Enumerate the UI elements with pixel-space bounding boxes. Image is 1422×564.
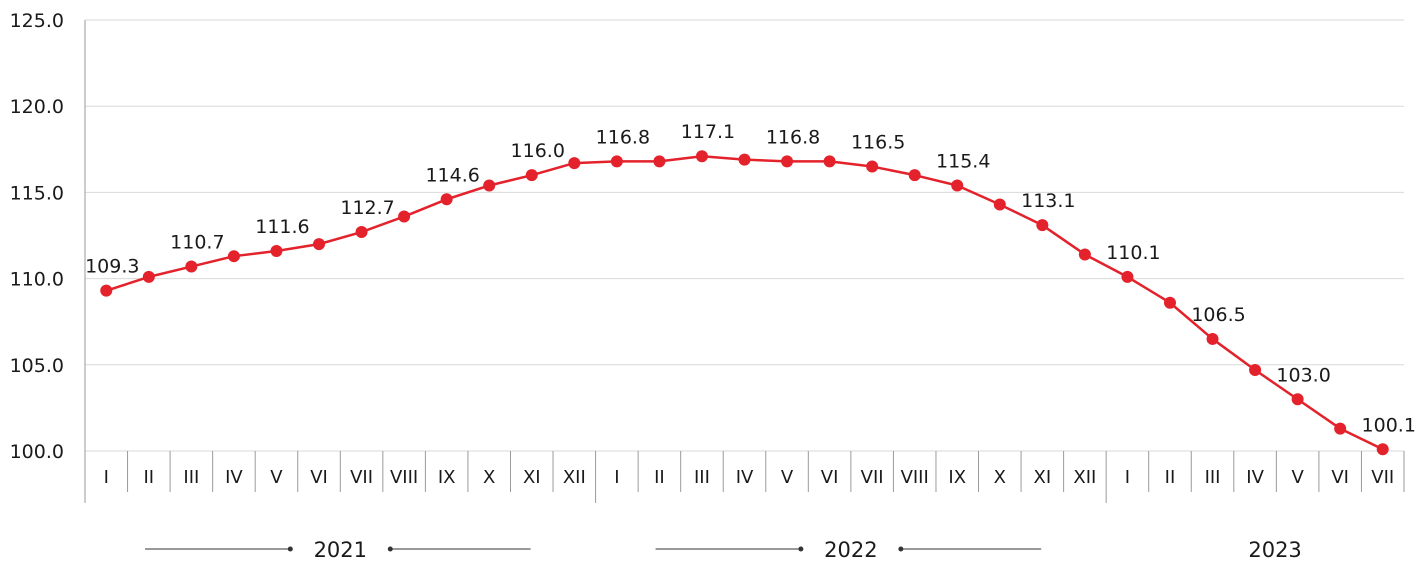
x-tick-label: III bbox=[183, 467, 199, 488]
data-point bbox=[227, 250, 240, 263]
data-point bbox=[100, 284, 113, 297]
data-point bbox=[653, 155, 666, 168]
data-point bbox=[1206, 332, 1219, 345]
x-tick-label: VI bbox=[1331, 467, 1349, 488]
gridlines bbox=[85, 19, 1404, 452]
data-point bbox=[525, 169, 538, 182]
x-tick-label: IV bbox=[736, 467, 754, 488]
data-label: 116.8 bbox=[596, 126, 650, 148]
y-tick-label: 110.0 bbox=[10, 269, 64, 291]
year-bracket-dot bbox=[287, 546, 293, 552]
x-tick-label: VII bbox=[350, 467, 373, 488]
data-label: 112.7 bbox=[340, 197, 394, 219]
data-point bbox=[270, 245, 283, 258]
x-tick-label: VII bbox=[861, 467, 884, 488]
x-tick-label: VIII bbox=[901, 467, 929, 488]
data-point bbox=[440, 193, 453, 206]
data-point bbox=[185, 260, 198, 273]
x-tick-label: I bbox=[1125, 467, 1130, 488]
y-tick-label: 115.0 bbox=[10, 182, 64, 204]
data-label: 116.0 bbox=[511, 140, 565, 162]
x-axis: I II III IV V VI VII VIII IX X XI XII I II III IV V VI VII… bbox=[104, 451, 1405, 503]
data-label: 100.1 bbox=[1362, 414, 1416, 436]
x-tick-label: XII bbox=[1073, 467, 1096, 488]
data-point bbox=[951, 179, 964, 192]
x-tick-label: X bbox=[994, 467, 1006, 488]
x-tick-label: V bbox=[270, 467, 283, 488]
year-label: 2023 bbox=[1248, 538, 1301, 562]
data-point bbox=[568, 157, 581, 170]
data-point bbox=[908, 169, 921, 182]
data-label: 113.1 bbox=[1021, 190, 1075, 212]
data-point bbox=[738, 153, 751, 166]
data-label: 110.7 bbox=[170, 232, 224, 254]
data-label: 106.5 bbox=[1191, 304, 1245, 326]
year-label: 2022 bbox=[824, 538, 877, 562]
x-tick-label: VII bbox=[1371, 467, 1394, 488]
data-point bbox=[355, 226, 368, 239]
data-point bbox=[1121, 270, 1134, 283]
data-point bbox=[695, 150, 708, 163]
data-point bbox=[1163, 296, 1176, 309]
data-point bbox=[398, 210, 411, 223]
year-bracket-dot bbox=[798, 546, 804, 552]
data-point bbox=[1078, 248, 1091, 261]
x-tick-label: X bbox=[483, 467, 495, 488]
x-tick-label: III bbox=[1205, 467, 1221, 488]
data-point bbox=[1036, 219, 1049, 232]
x-tick-label: IV bbox=[1246, 467, 1264, 488]
x-tick-label: V bbox=[1291, 467, 1304, 488]
series-line-path bbox=[105, 154, 1384, 451]
data-point bbox=[313, 238, 326, 251]
year-bracket-dot bbox=[387, 546, 393, 552]
data-point bbox=[142, 270, 155, 283]
data-labels: 109.3 110.7 111.6 112.7 114.6 116.0 116.8 117.1… bbox=[85, 121, 1416, 436]
data-label: 115.4 bbox=[936, 151, 990, 173]
year-labels: 2021 2022 2023 bbox=[145, 538, 1302, 562]
y-tick-label: 105.0 bbox=[10, 355, 64, 377]
x-tick-label: IV bbox=[225, 467, 243, 488]
data-label: 111.6 bbox=[255, 216, 309, 238]
x-tick-label: I bbox=[614, 467, 619, 488]
data-point bbox=[610, 155, 623, 168]
x-tick-label: VIII bbox=[390, 467, 418, 488]
x-tick-label: II bbox=[654, 467, 665, 488]
data-point bbox=[1291, 393, 1304, 406]
data-point bbox=[1376, 443, 1389, 456]
data-point bbox=[823, 155, 836, 168]
data-point bbox=[993, 198, 1006, 211]
year-bracket-dot bbox=[898, 546, 904, 552]
data-point bbox=[866, 160, 879, 173]
y-tick-label: 100.0 bbox=[10, 441, 64, 463]
data-label: 117.1 bbox=[681, 121, 735, 143]
y-axis: 100.0 105.0 110.0 115.0 120.0 125.0 bbox=[10, 10, 86, 503]
x-tick-label: III bbox=[694, 467, 710, 488]
data-label: 109.3 bbox=[85, 256, 139, 278]
series-line bbox=[100, 150, 1389, 456]
data-label: 114.6 bbox=[425, 164, 479, 186]
x-tick-label: II bbox=[144, 467, 155, 488]
x-tick-label: XII bbox=[563, 467, 586, 488]
y-tick-label: 120.0 bbox=[10, 96, 64, 118]
data-point bbox=[483, 179, 496, 192]
data-point bbox=[1334, 422, 1347, 435]
x-tick-label: VI bbox=[821, 467, 839, 488]
x-tick-label: IX bbox=[948, 467, 966, 488]
x-tick-label: II bbox=[1165, 467, 1176, 488]
data-label: 110.1 bbox=[1106, 242, 1160, 264]
x-tick-label: V bbox=[781, 467, 794, 488]
x-tick-label: XI bbox=[523, 467, 541, 488]
y-tick-label: 125.0 bbox=[10, 10, 64, 32]
data-label: 116.5 bbox=[851, 132, 905, 154]
data-point bbox=[1249, 363, 1262, 376]
x-tick-label: XI bbox=[1034, 467, 1052, 488]
x-tick-label: VI bbox=[310, 467, 328, 488]
year-label: 2021 bbox=[314, 538, 367, 562]
data-point bbox=[781, 155, 794, 168]
x-tick-label: I bbox=[104, 467, 109, 488]
data-label: 103.0 bbox=[1276, 364, 1330, 386]
x-tick-label: IX bbox=[438, 467, 456, 488]
data-label: 116.8 bbox=[766, 126, 820, 148]
